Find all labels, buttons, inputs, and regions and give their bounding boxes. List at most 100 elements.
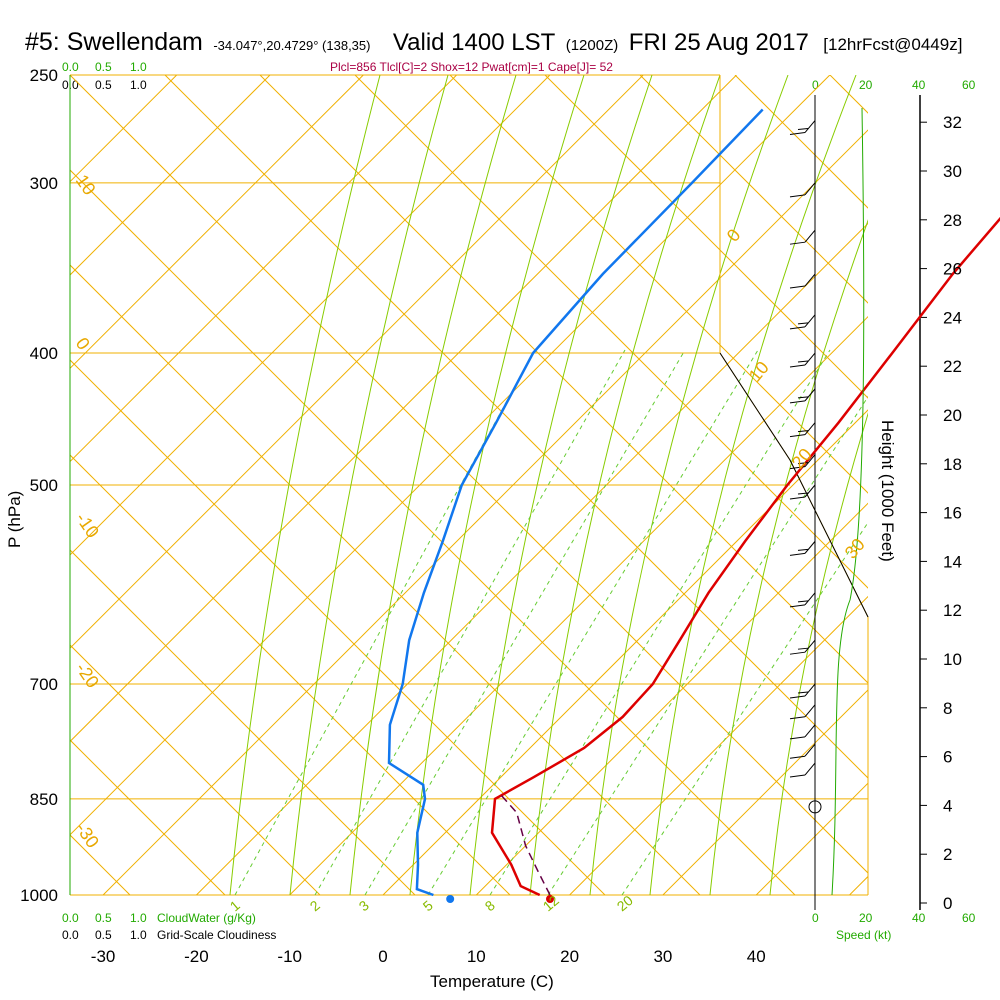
moist-adiabat-line <box>409 75 585 896</box>
cloudwater-scale-top: 0.0 0.5 1.0 0.0 0.5 1.0 <box>62 60 147 92</box>
wind-barb <box>789 762 816 778</box>
dry-adiabat-line <box>354 75 868 589</box>
wind-barb <box>789 388 816 404</box>
height-tick-28: 28 <box>943 211 962 230</box>
isotherm-line <box>70 75 457 463</box>
isotherm-line <box>102 129 868 896</box>
barb-flag <box>789 716 806 720</box>
barb-staff <box>804 182 816 196</box>
barb-half <box>797 430 809 433</box>
height-tick-20: 20 <box>943 406 962 425</box>
barb-flag <box>789 400 806 404</box>
barb-staff <box>804 683 816 697</box>
dry-adiabat-line <box>70 359 606 896</box>
speed-bot-0: 0 <box>812 911 819 925</box>
isotherm-line <box>662 689 868 896</box>
barb-staff <box>804 484 816 498</box>
zulu-text: (1200Z) <box>566 37 619 54</box>
moist-adiabat-line <box>769 412 868 896</box>
speed-top-0: 0 <box>812 78 819 92</box>
speed-top-1: 20 <box>859 78 873 92</box>
barb-staff <box>804 762 816 776</box>
mixing-ratio-line <box>427 349 759 896</box>
barb-half <box>797 691 809 694</box>
wind-barb <box>789 484 816 500</box>
moist-adiabat-line <box>649 75 857 896</box>
wind-barb <box>789 639 816 655</box>
speed-scale: 0 20 40 60 0 20 40 60 Speed (kt) <box>812 78 976 942</box>
barb-staff <box>804 724 816 738</box>
trace-temperature <box>490 216 1000 897</box>
barb-flag <box>789 755 806 759</box>
cw-bot-0: 0.0 <box>62 911 79 925</box>
wind-barb <box>789 182 816 198</box>
isotherm-line <box>70 75 364 370</box>
barb-staff <box>804 229 816 243</box>
x-tick--20: -20 <box>184 947 209 966</box>
cloudwater-title: CloudWater (g/Kg) <box>157 911 256 925</box>
wind-barbs <box>789 120 822 814</box>
barb-staff <box>804 592 816 606</box>
trace-dewpoint <box>387 108 764 897</box>
x-axis-title: Temperature (C) <box>430 972 554 991</box>
thermo-lines <box>70 75 868 896</box>
barb-staff <box>804 541 816 554</box>
height-tick-26: 26 <box>943 260 962 279</box>
barb-half <box>797 492 809 495</box>
barb-flag <box>789 496 806 500</box>
dry-adiabat-line <box>544 75 868 399</box>
isotherm-line <box>382 409 868 896</box>
mixing-ratio-label-5: 5 <box>420 897 436 914</box>
mixing-ratio-line <box>489 349 831 896</box>
barb-flag <box>789 364 806 368</box>
wind-barb <box>789 314 816 330</box>
barb-flag <box>789 434 806 438</box>
dry-adiabat-line <box>70 549 416 896</box>
date-text: FRI 25 Aug 2017 <box>629 29 809 56</box>
mixing-ratio-line <box>547 395 868 896</box>
y-axis-title: P (hPa) <box>5 491 24 548</box>
speed-top-3: 60 <box>962 78 976 92</box>
mixing-ratio-line <box>314 349 626 896</box>
isotherm-label-7: 10 <box>72 171 100 199</box>
barb-flag <box>789 695 806 699</box>
background-grid <box>70 74 868 896</box>
moist-adiabat-line <box>289 75 449 896</box>
dry-adiabat-line <box>70 644 321 896</box>
speed-title: Speed (kt) <box>836 928 891 942</box>
wind-barb <box>789 120 816 136</box>
speed-bot-1: 20 <box>859 911 873 925</box>
barb-half <box>797 360 809 363</box>
height-tick-24: 24 <box>943 308 962 327</box>
wind-barb <box>789 683 816 699</box>
wind-barb <box>789 704 816 720</box>
valid-text: Valid 1400 LST <box>393 29 556 56</box>
dry-adiabat-line <box>164 75 868 779</box>
cl-bot-1: 0.5 <box>95 928 112 942</box>
isotherm-line <box>196 222 868 896</box>
dry-adiabat-line <box>829 75 868 114</box>
moist-adiabat-line <box>349 75 517 896</box>
barb-flag <box>789 241 806 245</box>
isotherm-line <box>70 75 644 649</box>
cl-top-2: 1.0 <box>130 78 147 92</box>
x-tick-0: 0 <box>378 947 387 966</box>
y-tick-700: 700 <box>30 675 58 694</box>
isotherm-label-0: 0 <box>723 225 745 246</box>
barb-flag <box>789 132 806 136</box>
cw-top-2: 1.0 <box>130 60 147 74</box>
mixing-ratio-label-8: 8 <box>482 897 498 914</box>
barb-staff <box>804 743 816 757</box>
x-tick-10: 10 <box>467 947 486 966</box>
height-tick-18: 18 <box>943 455 962 474</box>
barb-staff <box>804 704 816 718</box>
height-tick-16: 16 <box>943 504 962 523</box>
dry-adiabat-line <box>70 454 511 896</box>
wind-barb <box>789 724 816 740</box>
moist-adiabat-line <box>709 219 868 896</box>
speed-bot-2: 40 <box>912 911 926 925</box>
cloudwater-profile <box>831 107 865 896</box>
wind-barb <box>789 541 816 556</box>
barb-half <box>797 462 809 465</box>
